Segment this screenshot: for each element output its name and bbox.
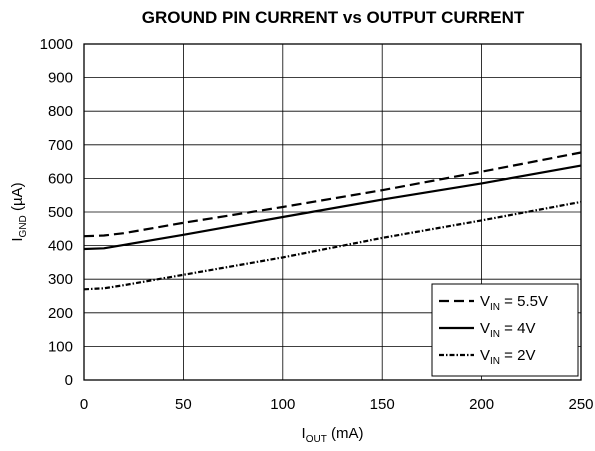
plot-area-frame (83, 43, 582, 381)
legend-box (431, 283, 579, 377)
series-layer (83, 151, 582, 291)
x-tick-label: 200 (469, 396, 494, 413)
y-axis-ticks: 0 100 200 300 400 500 600 700 800 900 1000 (40, 36, 73, 389)
legend-label-main: V (480, 293, 490, 310)
y-tick-label: 600 (48, 170, 73, 187)
legend-label-value: = 5.5V (500, 293, 548, 310)
y-tick-label: 800 (48, 103, 73, 120)
legend-label-value: = 2V (500, 347, 535, 364)
legend-label-sub: IN (490, 302, 500, 313)
series-line-2 (83, 164, 582, 251)
legend-label-sub: IN (490, 329, 500, 340)
chart-title: GROUND PIN CURRENT vs OUTPUT CURRENT (142, 8, 525, 27)
y-tick-label: 700 (48, 137, 73, 154)
x-tick-label: 250 (568, 396, 593, 413)
x-tick-label: 50 (175, 396, 192, 413)
legend-label-main: V (480, 347, 490, 364)
y-tick-label: 300 (48, 271, 73, 288)
y-axis-label-main: I (9, 237, 26, 241)
legend-label-sub: IN (490, 356, 500, 367)
y-tick-label: 900 (48, 70, 73, 87)
series-line-1 (83, 151, 582, 238)
x-axis-ticks: 0 50 100 150 200 250 (80, 396, 594, 413)
y-axis-label-sub: GND (18, 215, 29, 237)
y-tick-label: 500 (48, 204, 73, 221)
legend-label: VIN = 5.5V (480, 293, 548, 313)
x-tick-label: 150 (370, 396, 395, 413)
y-axis-label-unit: (µA) (9, 182, 26, 215)
legend-label-main: V (480, 320, 490, 337)
x-axis-label-unit: (mA) (327, 425, 364, 442)
x-axis-label-main: I (302, 425, 306, 442)
y-tick-label: 100 (48, 338, 73, 355)
x-axis-label: IOUT (mA) (302, 425, 364, 445)
grid (84, 44, 581, 380)
y-axis-label: IGND (µA) (9, 182, 29, 241)
y-tick-label: 200 (48, 305, 73, 322)
series-line-3 (83, 200, 582, 291)
x-tick-label: 0 (80, 396, 88, 413)
y-tick-label: 400 (48, 238, 73, 255)
y-tick-label: 1000 (40, 36, 73, 53)
x-tick-label: 100 (270, 396, 295, 413)
x-axis-label-sub: OUT (306, 434, 327, 445)
legend-label: VIN = 4V (480, 320, 535, 340)
legend-label-value: = 4V (500, 320, 535, 337)
y-tick-label: 0 (65, 372, 73, 389)
legend-label: VIN = 2V (480, 347, 535, 367)
